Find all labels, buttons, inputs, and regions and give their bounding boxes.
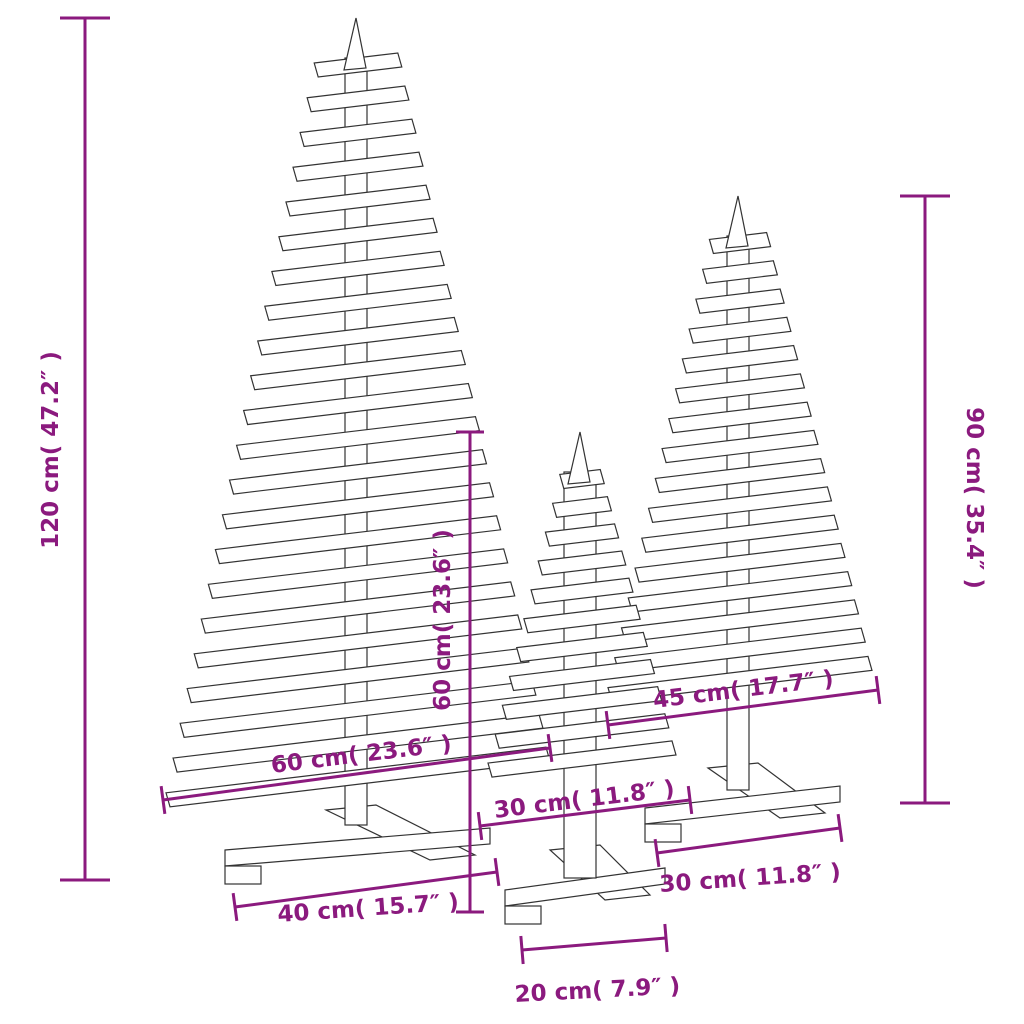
dimension-line	[607, 688, 879, 727]
dimension-tick	[836, 813, 844, 843]
slat	[695, 288, 785, 314]
medium-base-line	[653, 813, 844, 868]
tall-width-line	[159, 733, 554, 815]
small-base-line	[519, 923, 669, 965]
slat	[701, 260, 779, 284]
small-height-line	[456, 430, 484, 914]
slat	[501, 686, 663, 720]
dimension-line	[479, 798, 691, 828]
slat	[537, 550, 627, 576]
slat	[668, 401, 812, 434]
tree-top	[567, 431, 591, 485]
base-beam	[224, 827, 491, 867]
dimension-lines: 120 cm( 47.2″ ) 60 cm( 23.6″ ) 40 cm( 15…	[38, 16, 987, 1008]
medium-height-label: 90 cm( 35.4″ )	[961, 407, 987, 589]
dimension-tick	[493, 857, 501, 887]
base-beam	[504, 867, 666, 907]
slat	[515, 631, 649, 663]
medium-height-line	[900, 194, 950, 805]
small-tree	[487, 431, 677, 925]
slat	[544, 523, 620, 547]
slat	[681, 344, 799, 374]
dimension-tick	[874, 675, 882, 705]
small-base-label: 20 cm( 7.9″ )	[514, 973, 681, 1008]
tree-top	[343, 17, 367, 71]
slat	[221, 482, 495, 530]
dimension-tick	[604, 710, 612, 740]
dimension-tick	[476, 811, 484, 841]
slat	[292, 151, 424, 182]
medium-width-line	[604, 675, 882, 740]
base-foot	[224, 865, 262, 885]
base-foot	[644, 823, 682, 843]
slat	[530, 577, 634, 605]
dimension-tick	[686, 785, 694, 815]
slat	[688, 316, 792, 344]
slat	[278, 217, 438, 252]
dimension-tick	[653, 838, 661, 868]
dimension-line	[162, 746, 551, 802]
medium-base-label: 30 cm( 11.8″ )	[659, 859, 842, 898]
slat	[249, 349, 467, 391]
slat	[256, 316, 460, 356]
base-foot	[504, 905, 542, 925]
slat	[207, 548, 509, 599]
dimension-tick	[519, 935, 525, 965]
slat	[214, 515, 502, 565]
slat	[674, 373, 806, 404]
tall-base-line	[231, 857, 501, 922]
slat	[179, 680, 537, 738]
base-beam	[644, 785, 841, 825]
slat	[661, 429, 819, 464]
dimension-tick	[159, 785, 167, 815]
trees	[165, 17, 873, 925]
small-width-line	[476, 785, 694, 841]
slat	[306, 85, 410, 113]
dimension-tick	[663, 923, 669, 953]
slat	[647, 486, 833, 523]
slat	[634, 542, 846, 583]
dimension-tick	[231, 892, 239, 922]
small-height-label: 60 cm( 23.6″ )	[430, 529, 456, 711]
slat	[299, 118, 417, 148]
slat	[228, 449, 488, 495]
tree-top	[725, 195, 749, 249]
tall-height-label: 120 cm( 47.2″ )	[38, 351, 64, 549]
slat	[193, 614, 523, 669]
tall-base-label: 40 cm( 15.7″ )	[277, 889, 460, 928]
slat	[264, 283, 452, 321]
dimension-line	[234, 870, 498, 909]
slat	[551, 496, 613, 518]
dimension-line	[521, 936, 667, 952]
slat	[487, 740, 677, 778]
slat	[523, 604, 641, 634]
dimension-line	[656, 826, 841, 855]
dimension-tick	[546, 733, 554, 763]
slat	[654, 457, 826, 494]
slat	[508, 658, 656, 692]
slat	[271, 250, 445, 287]
tall-height-line	[60, 16, 110, 882]
slat	[285, 184, 431, 217]
slat	[200, 581, 516, 634]
tall-tree	[165, 17, 551, 885]
medium-tree	[607, 195, 873, 843]
slat	[641, 514, 839, 553]
slat	[242, 382, 474, 426]
slat	[186, 647, 530, 704]
